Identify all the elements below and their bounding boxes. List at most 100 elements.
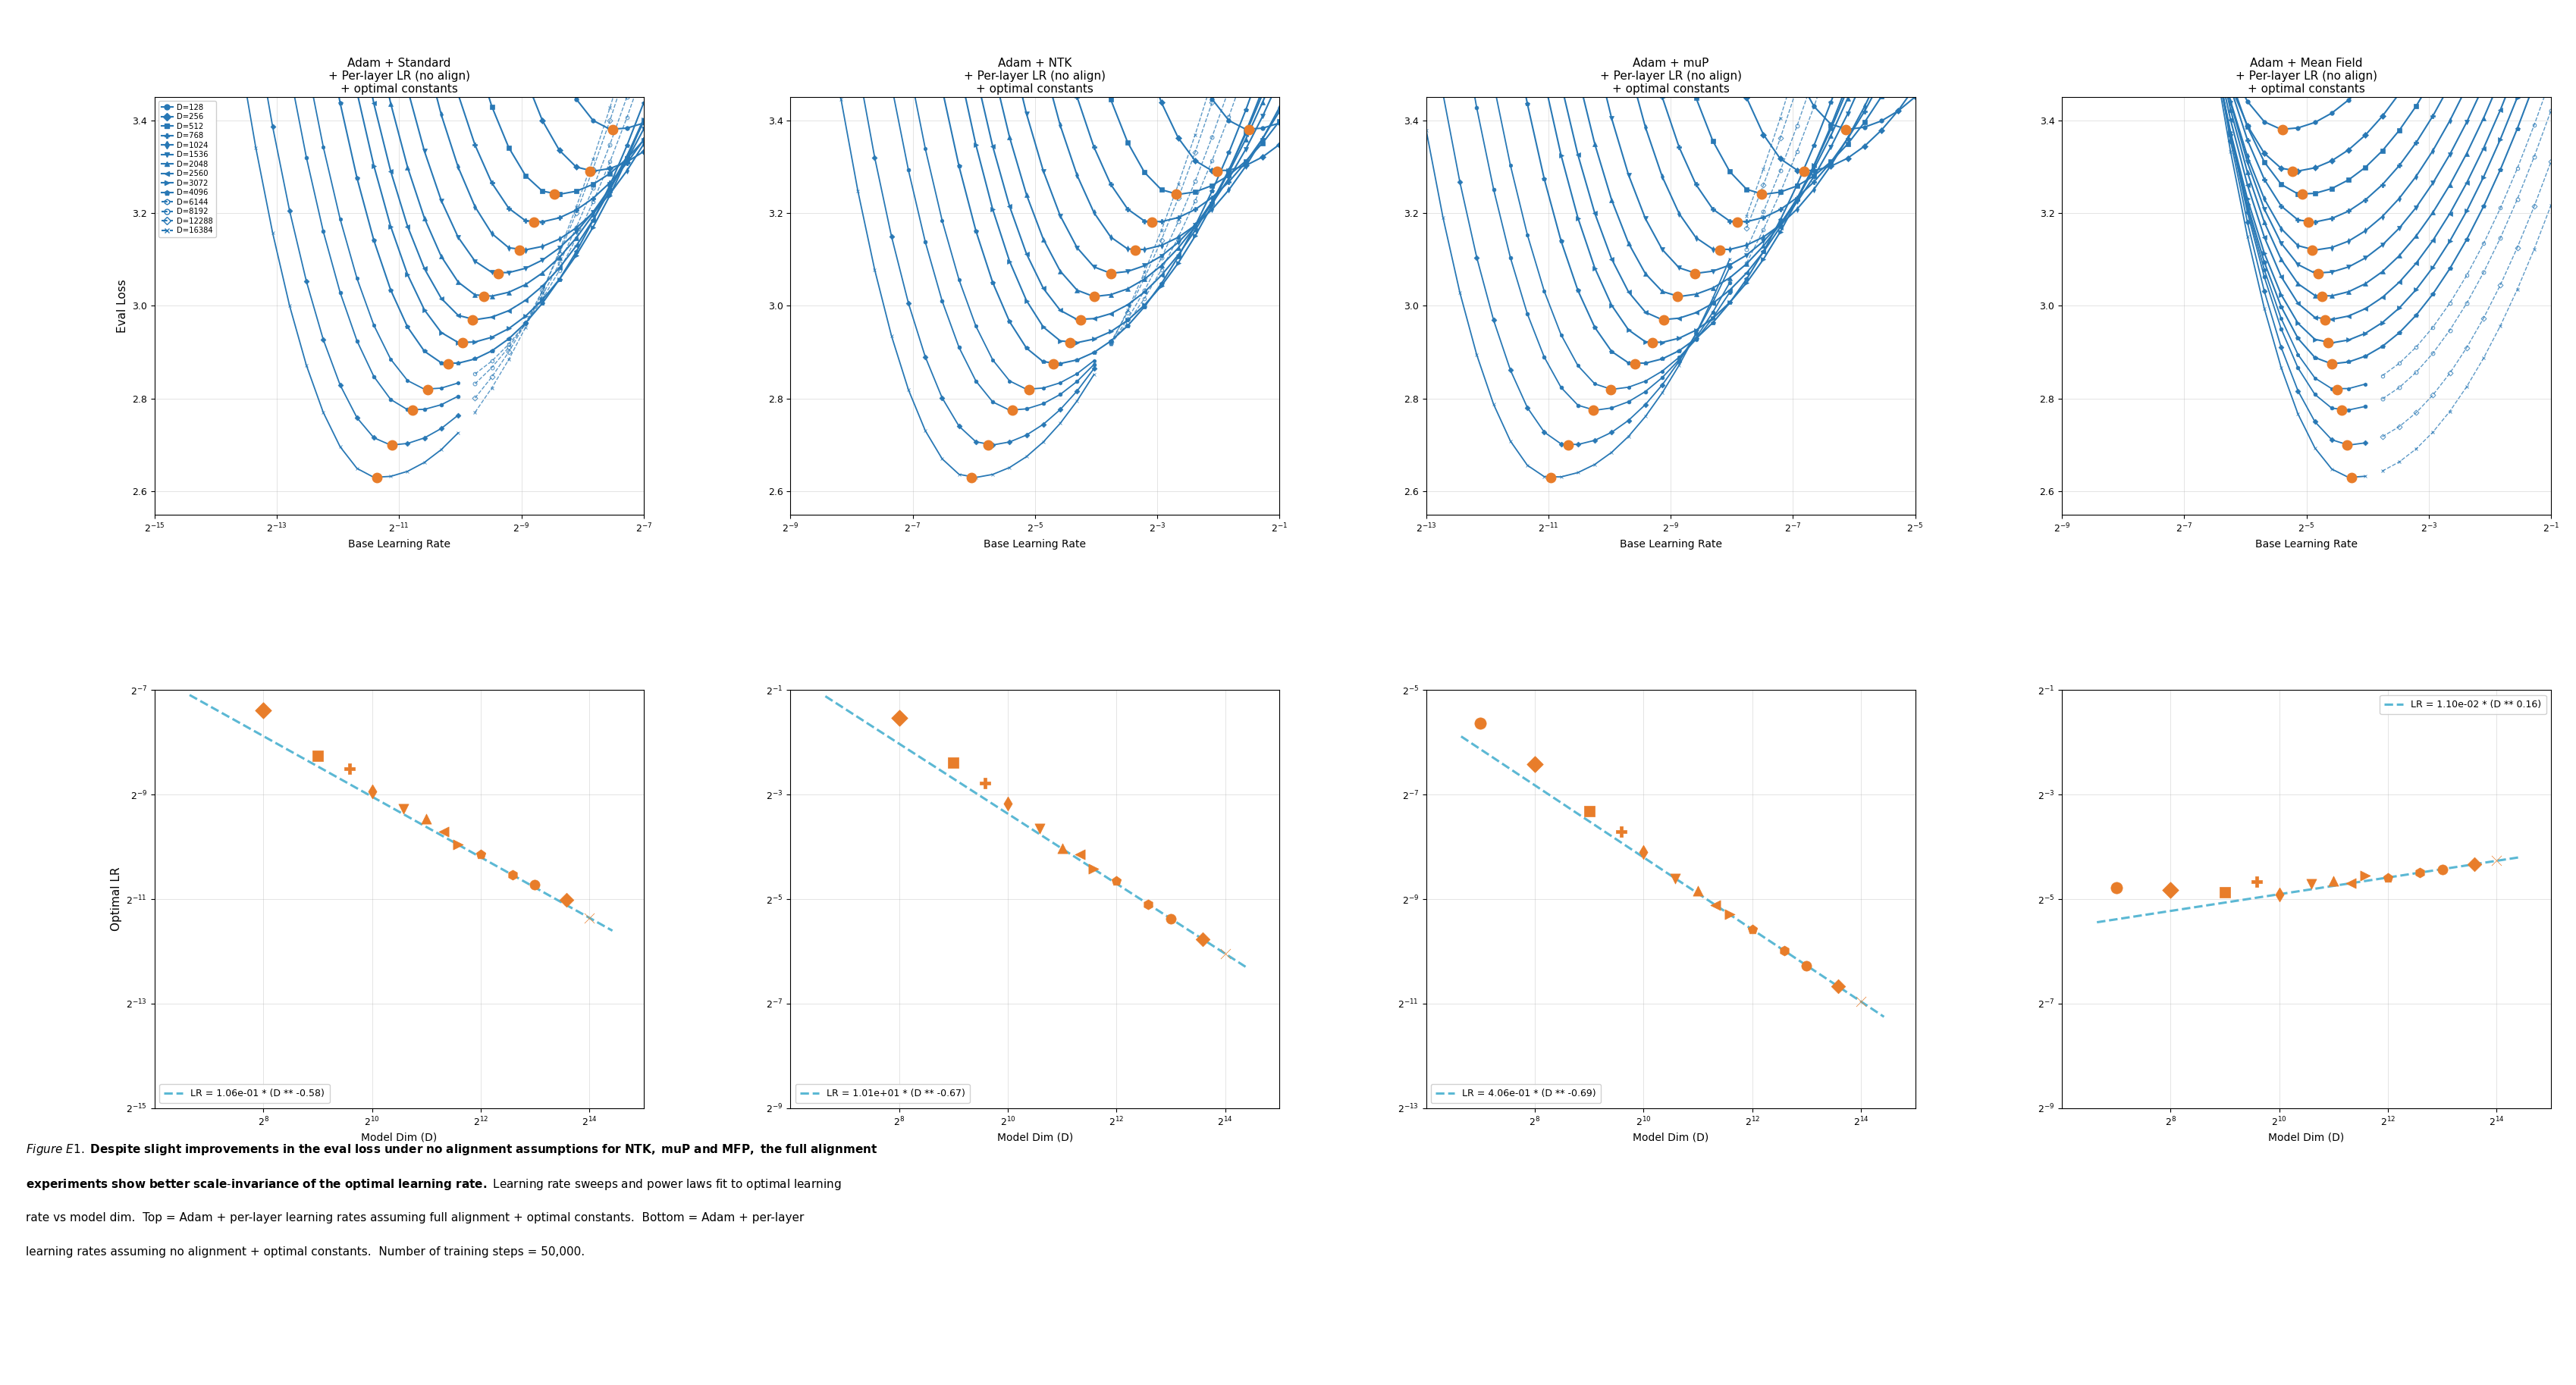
Point (2148, 879, 2190, 902)
Point (2313, 870, 2354, 892)
X-axis label: Base Learning Rate: Base Learning Rate (348, 539, 451, 550)
Point (2202, 881, 2244, 903)
Point (438, 834, 479, 856)
Point (350, 780, 392, 802)
Text: $\it{Figure\ E1.}$ $\bf{Despite\ slight\ improvements\ in\ the\ eval\ loss\ unde: $\it{Figure\ E1.}$ $\bf{Despite\ slight\… (26, 1143, 878, 1156)
Point (1059, 843, 1100, 866)
LR = 1.01e+01 * (D ** -0.67) (899, 745, 930, 762)
Text: learning rates assuming no alignment + optimal constants.  Number of training st: learning rates assuming no alignment + o… (26, 1246, 585, 1258)
Point (1731, 918, 1772, 940)
LR = 1.10e-02 * (D ** 0.16) (2169, 900, 2200, 917)
Point (1839, 990, 1880, 1012)
X-axis label: Base Learning Rate: Base Learning Rate (1620, 539, 1721, 550)
Point (1041, 838, 1082, 860)
Point (2290, 873, 2331, 895)
Point (878, 706, 920, 729)
Legend: D=128, D=256, D=512, D=768, D=1024, D=1536, D=2048, D=2560, D=3072, D=4096, D=61: D=128, D=256, D=512, D=768, D=1024, D=15… (157, 101, 216, 238)
LR = 1.06e-01 * (D ** -0.58) (582, 914, 613, 931)
LR = 1.06e-01 * (D ** -0.58) (263, 737, 294, 753)
Point (1074, 859, 1115, 881)
Point (2236, 871, 2277, 893)
LR = 4.06e-01 * (D ** -0.69) (1855, 999, 1886, 1015)
LR = 1.10e-02 * (D ** 0.16) (2316, 878, 2347, 895)
X-axis label: Model Dim (D): Model Dim (D) (361, 1132, 438, 1143)
Point (2367, 867, 2409, 889)
LR = 4.06e-01 * (D ** -0.69) (1780, 950, 1811, 967)
Point (422, 820, 464, 842)
Y-axis label: Eval Loss: Eval Loss (116, 278, 129, 332)
Point (1461, 712, 1502, 734)
Point (2094, 877, 2136, 899)
Point (1654, 867, 1695, 889)
LR = 1.10e-02 * (D ** 0.16) (2504, 849, 2535, 866)
LR = 4.06e-01 * (D ** -0.69) (1535, 787, 1566, 803)
Point (1095, 870, 1136, 892)
Point (2329, 873, 2370, 895)
LR = 1.01e+01 * (D ** -0.67) (1231, 960, 1262, 976)
LR = 1.01e+01 * (D ** -0.67) (1218, 951, 1249, 968)
Point (1623, 841, 1664, 863)
Point (1762, 939, 1803, 961)
Point (1816, 975, 1857, 997)
LR = 4.06e-01 * (D ** -0.69) (1445, 729, 1476, 745)
Point (2452, 853, 2494, 875)
LR = 4.06e-01 * (D ** -0.69) (1558, 803, 1589, 820)
LR = 1.01e+01 * (D ** -0.67) (1100, 875, 1131, 892)
Point (242, 699, 283, 722)
LR = 4.06e-01 * (D ** -0.69) (1868, 1008, 1899, 1025)
Point (1128, 893, 1170, 915)
LR = 1.06e-01 * (D ** -0.58) (598, 922, 629, 939)
LR = 1.10e-02 * (D ** 0.16) (2081, 914, 2112, 931)
Point (546, 889, 587, 911)
Point (2421, 859, 2463, 881)
Point (1515, 753, 1556, 776)
Line: LR = 1.06e-01 * (D ** -0.58): LR = 1.06e-01 * (D ** -0.58) (191, 695, 613, 931)
Legend: LR = 1.06e-01 * (D ** -0.58): LR = 1.06e-01 * (D ** -0.58) (160, 1084, 330, 1104)
LR = 1.01e+01 * (D ** -0.67) (1043, 839, 1074, 856)
Title: Adam + Standard
+ Per-layer LR (no align)
+ optimal constants: Adam + Standard + Per-layer LR (no align… (327, 57, 469, 96)
Y-axis label: Optimal LR: Optimal LR (111, 867, 121, 931)
LR = 1.10e-02 * (D ** 0.16) (2414, 863, 2445, 879)
Line: LR = 1.01e+01 * (D ** -0.67): LR = 1.01e+01 * (D ** -0.67) (824, 697, 1247, 968)
Text: $\bf{experiments\ show\ better\ scale\text{-}invariance\ of\ the\ optimal\ learn: $\bf{experiments\ show\ better\ scale\te… (26, 1177, 840, 1191)
LR = 1.06e-01 * (D ** -0.58) (466, 849, 497, 866)
Legend: LR = 1.10e-02 * (D ** 0.16): LR = 1.10e-02 * (D ** 0.16) (2380, 695, 2545, 715)
LR = 1.06e-01 * (D ** -0.58) (507, 873, 538, 889)
Point (1182, 928, 1224, 950)
Text: rate vs model dim.  Top = Adam + per-layer learning rates assuming full alignmen: rate vs model dim. Top = Adam + per-laye… (26, 1212, 804, 1223)
LR = 1.06e-01 * (D ** -0.58) (175, 687, 206, 704)
LR = 1.01e+01 * (D ** -0.67) (809, 688, 840, 705)
Point (1018, 817, 1059, 839)
Point (1677, 879, 1718, 902)
Point (384, 798, 425, 820)
X-axis label: Base Learning Rate: Base Learning Rate (2254, 539, 2357, 550)
Point (2259, 884, 2300, 906)
Point (461, 843, 502, 866)
Title: Adam + muP
+ Per-layer LR (no align)
+ optimal constants: Adam + muP + Per-layer LR (no align) + o… (1600, 57, 1741, 96)
Point (987, 792, 1028, 814)
Point (933, 752, 974, 774)
LR = 1.10e-02 * (D ** 0.16) (2372, 870, 2403, 886)
Point (2476, 850, 2517, 873)
Point (2398, 861, 2439, 884)
Point (515, 874, 556, 896)
Point (296, 745, 337, 767)
LR = 4.06e-01 * (D ** -0.69) (1736, 921, 1767, 938)
LR = 1.10e-02 * (D ** 0.16) (2488, 852, 2519, 868)
Point (1785, 954, 1826, 976)
X-axis label: Base Learning Rate: Base Learning Rate (984, 539, 1084, 550)
LR = 1.06e-01 * (D ** -0.58) (289, 751, 319, 767)
Point (492, 864, 533, 886)
Point (1708, 903, 1749, 925)
Point (1695, 893, 1736, 915)
Line: LR = 4.06e-01 * (D ** -0.69): LR = 4.06e-01 * (D ** -0.69) (1461, 737, 1883, 1017)
Point (1203, 943, 1244, 965)
Point (963, 773, 1005, 795)
Point (330, 758, 371, 780)
Title: Adam + Mean Field
+ Per-layer LR (no align)
+ optimal constants: Adam + Mean Field + Per-layer LR (no ali… (2236, 57, 2378, 96)
X-axis label: Model Dim (D): Model Dim (D) (997, 1132, 1072, 1143)
LR = 1.01e+01 * (D ** -0.67) (1144, 903, 1175, 920)
Point (1149, 907, 1190, 929)
LR = 1.01e+01 * (D ** -0.67) (922, 762, 953, 778)
LR = 4.06e-01 * (D ** -0.69) (1680, 884, 1710, 900)
